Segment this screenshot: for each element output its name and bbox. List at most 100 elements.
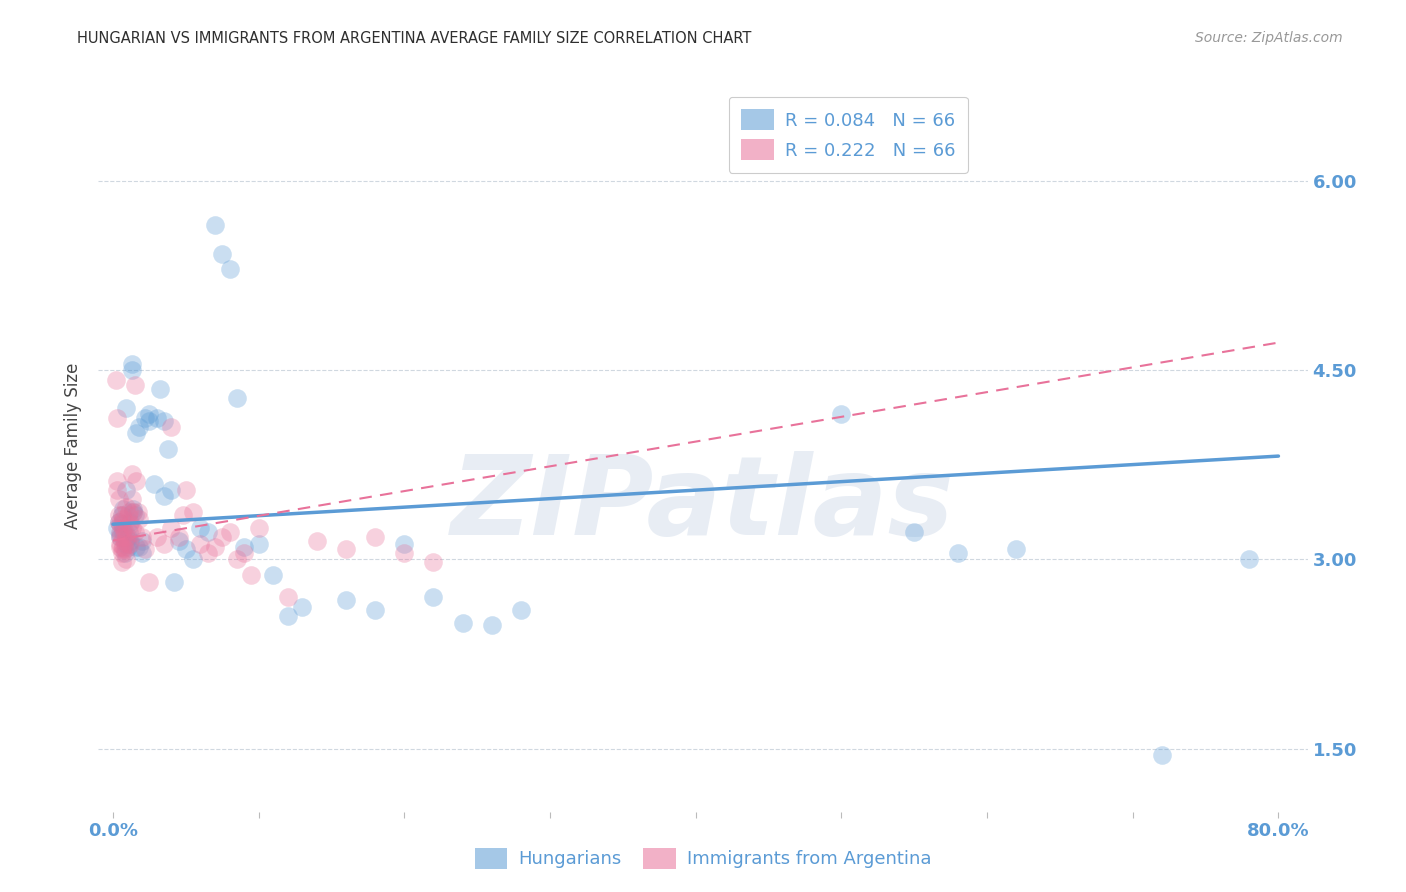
Point	[112, 530, 135, 544]
Point	[153, 490, 176, 504]
Point	[204, 219, 226, 233]
Point	[104, 373, 127, 387]
Point	[131, 530, 153, 544]
Point	[305, 533, 328, 548]
Point	[117, 540, 139, 554]
Point	[114, 546, 136, 560]
Point	[145, 530, 167, 544]
Point	[122, 502, 145, 516]
Point	[335, 592, 357, 607]
Point	[115, 401, 138, 416]
Point	[142, 476, 165, 491]
Point	[1150, 747, 1173, 762]
Point	[211, 530, 233, 544]
Point	[108, 515, 131, 529]
Point	[138, 575, 160, 590]
Point	[105, 521, 128, 535]
Point	[117, 537, 139, 551]
Point	[218, 524, 240, 539]
Point	[125, 426, 148, 441]
Point	[128, 420, 150, 434]
Point	[110, 527, 132, 541]
Point	[335, 542, 357, 557]
Point	[114, 537, 136, 551]
Point	[118, 524, 141, 539]
Point	[481, 618, 503, 632]
Point	[153, 414, 176, 428]
Point	[121, 357, 143, 371]
Point	[117, 508, 139, 523]
Point	[111, 517, 134, 532]
Point	[1239, 552, 1261, 566]
Point	[108, 515, 131, 529]
Point	[112, 540, 135, 554]
Point	[422, 591, 444, 605]
Point	[138, 408, 160, 422]
Point	[110, 530, 132, 544]
Legend: Hungarians, Immigrants from Argentina: Hungarians, Immigrants from Argentina	[468, 840, 938, 876]
Point	[233, 546, 256, 560]
Point	[120, 537, 142, 551]
Point	[105, 475, 128, 489]
Point	[124, 524, 146, 539]
Point	[110, 537, 132, 551]
Point	[1005, 542, 1028, 557]
Point	[115, 530, 138, 544]
Point	[127, 505, 149, 519]
Point	[364, 530, 387, 544]
Point	[111, 508, 134, 523]
Point	[160, 483, 183, 497]
Point	[108, 491, 131, 506]
Point	[394, 546, 416, 560]
Point	[134, 411, 156, 425]
Point	[167, 530, 190, 544]
Point	[181, 552, 204, 566]
Point	[110, 517, 132, 532]
Point	[114, 524, 136, 539]
Point	[138, 414, 160, 428]
Point	[451, 615, 474, 630]
Point	[110, 540, 132, 554]
Text: ZIPatlas: ZIPatlas	[451, 451, 955, 558]
Legend: R = 0.084   N = 66, R = 0.222   N = 66: R = 0.084 N = 66, R = 0.222 N = 66	[728, 96, 967, 173]
Point	[197, 524, 219, 539]
Point	[163, 575, 186, 590]
Point	[394, 537, 416, 551]
Point	[125, 540, 148, 554]
Point	[204, 540, 226, 554]
Point	[247, 521, 270, 535]
Point	[108, 508, 131, 523]
Point	[114, 533, 136, 548]
Point	[131, 546, 153, 560]
Point	[174, 483, 197, 497]
Point	[115, 552, 138, 566]
Point	[167, 533, 190, 548]
Point	[112, 524, 135, 539]
Point	[124, 378, 146, 392]
Point	[946, 546, 969, 560]
Point	[190, 521, 212, 535]
Point	[830, 408, 852, 422]
Y-axis label: Average Family Size: Average Family Size	[65, 363, 83, 529]
Point	[240, 567, 263, 582]
Point	[291, 600, 314, 615]
Point	[364, 603, 387, 617]
Point	[903, 524, 925, 539]
Point	[111, 546, 134, 560]
Point	[277, 591, 299, 605]
Point	[120, 533, 142, 548]
Point	[111, 508, 134, 523]
Point	[110, 524, 132, 539]
Point	[121, 491, 143, 506]
Point	[160, 420, 183, 434]
Point	[112, 502, 135, 516]
Point	[115, 483, 138, 497]
Point	[172, 508, 194, 523]
Point	[509, 603, 531, 617]
Point	[118, 505, 141, 519]
Point	[174, 542, 197, 557]
Point	[211, 247, 233, 261]
Point	[131, 533, 153, 548]
Point	[262, 567, 284, 582]
Point	[128, 540, 150, 554]
